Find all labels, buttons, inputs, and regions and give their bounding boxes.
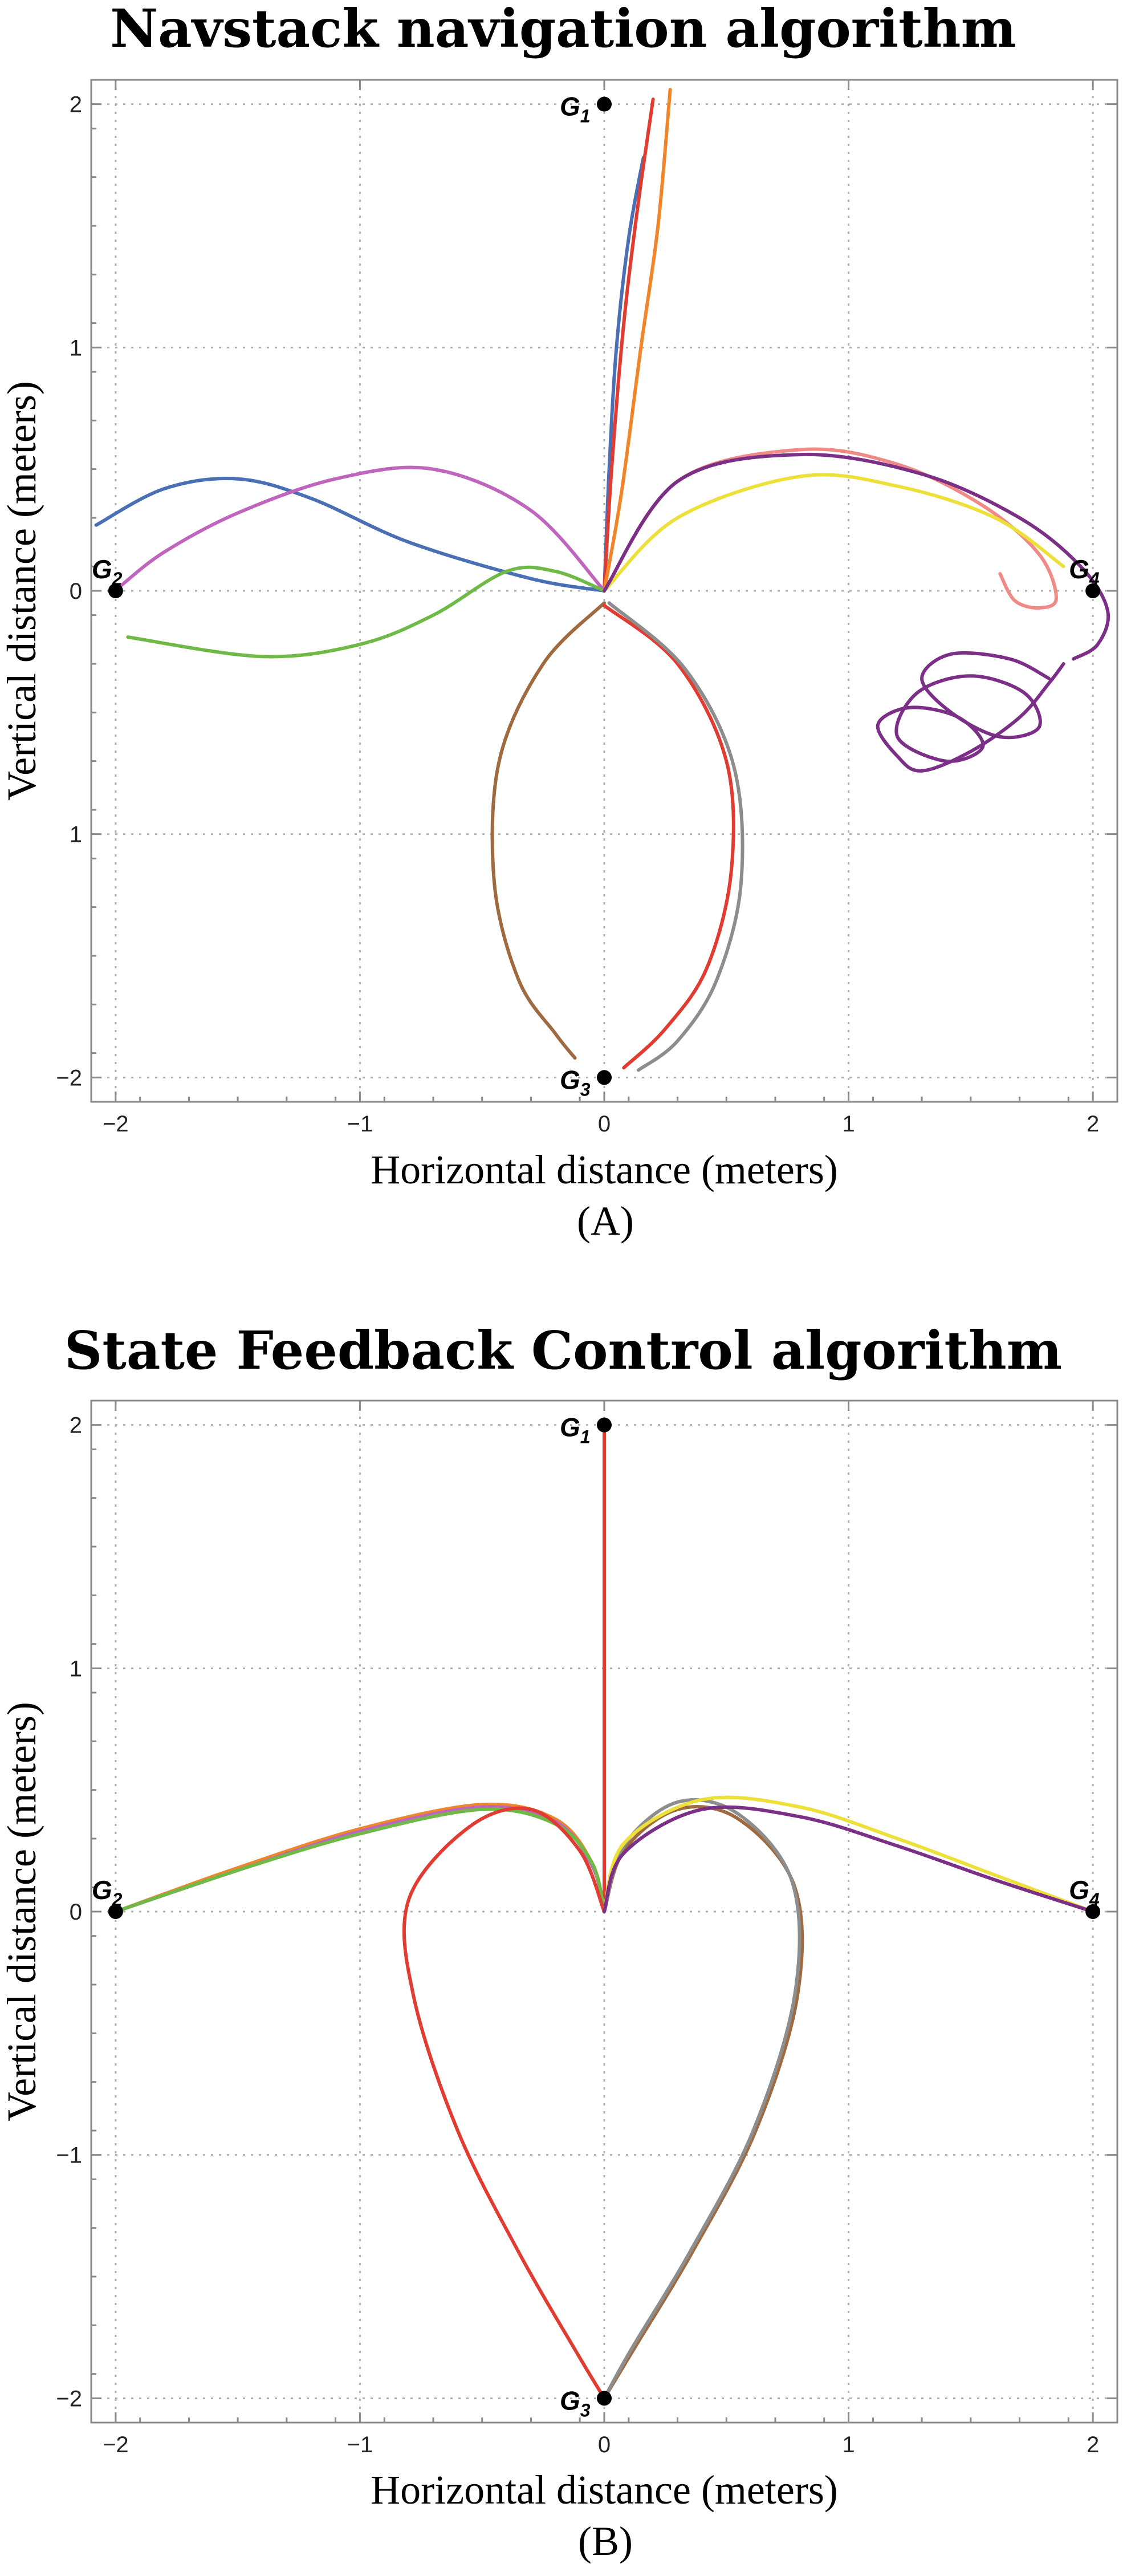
chart-a-series-orange-to-G1 — [603, 88, 672, 593]
chart-a-goal-subscript-G2: 2 — [112, 569, 123, 589]
chart-a-goal-label-G1: G1 — [560, 92, 591, 127]
chart-b-series-red-to-G3 — [402, 1806, 606, 2400]
chart-b-xtick-label: 2 — [1087, 2432, 1099, 2457]
panel-label-a: (A) — [577, 1198, 634, 1244]
chart-b-xlabel: Horizontal distance (meters) — [371, 2467, 838, 2513]
chart-b-goal-subscript-G1: 1 — [580, 1427, 591, 1447]
chart-a-goal-subscript-G4: 4 — [1089, 569, 1100, 589]
chart-b-xtick-label: −2 — [103, 2432, 129, 2457]
chart-b-series-gray-to-G3 — [603, 1798, 801, 2400]
chart-a-xtick-label: 1 — [842, 1111, 855, 1137]
chart-a-goal-marker-G1 — [597, 96, 612, 112]
chart-a-series-green-to-G2 — [126, 565, 606, 659]
chart-a-ytick-label: 2 — [70, 92, 82, 117]
chart-a-series-magenta-to-G2 — [119, 465, 606, 593]
chart-a-xlabel: Horizontal distance (meters) — [371, 1147, 838, 1192]
chart-a-series-gray-to-G3 — [607, 601, 744, 1072]
chart-a-goal-label-G4: G4 — [1069, 554, 1100, 589]
chart-b-goal-marker-G1 — [597, 1417, 612, 1433]
chart-b-goal-subscript-G4: 4 — [1089, 1889, 1100, 1910]
chart-a-series-red-to-G1 — [603, 98, 655, 593]
chart-a-ytick-label: −2 — [56, 1065, 82, 1090]
chart-b-series-brown-to-G3 — [603, 1805, 804, 2400]
chart-a-title: Navstack navigation algorithm — [110, 0, 1016, 59]
chart-a-goal-subscript-G1: 1 — [580, 106, 591, 127]
chart-a-xtick-label: −2 — [103, 1111, 129, 1137]
chart-a-series-blue-to-G2 — [94, 477, 606, 593]
chart-b-ytick-label: −1 — [56, 2143, 82, 2168]
chart-b-goal-label-G4: G4 — [1069, 1875, 1100, 1910]
chart-b-goal-marker-G3 — [597, 2391, 612, 2406]
chart-a-xtick-label: −1 — [347, 1111, 373, 1137]
chart-a: Navstack navigation algorithm −2 −1 0 1 2 −2 1… — [0, 0, 1118, 1244]
chart-b-goals: G1 G2 G3 G4 — [92, 1413, 1101, 2420]
chart-a-series-salmon-to-G4 — [603, 447, 1058, 610]
chart-a-goal-subscript-G3: 3 — [580, 1079, 591, 1100]
chart-b-goal-subscript-G3: 3 — [580, 2400, 591, 2420]
chart-b-xtick-label: 1 — [842, 2432, 855, 2457]
chart-b-goal-marker-G4 — [1085, 1904, 1101, 1919]
chart-b-series-purple-to-G4 — [603, 1805, 1095, 1913]
chart-b-title: State Feedback Control algorithm — [64, 1320, 1062, 1381]
chart-a-goal-label-G3: G3 — [560, 1065, 591, 1100]
chart-a-series-purple-loops-near-G4 — [876, 651, 1065, 773]
chart-b-series — [113, 1423, 1095, 2400]
panel-label-b: (B) — [578, 2518, 633, 2564]
chart-b-ytick-label: 0 — [70, 1900, 82, 1925]
chart-a-series-yellow-to-G4 — [603, 473, 1065, 593]
chart-a-ytick-label: 1 — [70, 335, 82, 360]
chart-b-ytick-label: 1 — [70, 1656, 82, 1681]
chart-a-ylabel: Vertical distance (meters) — [0, 381, 44, 801]
chart-a-series-purple-to-G4 — [603, 452, 1110, 661]
chart-b-goal-label-G1: G1 — [560, 1413, 591, 1447]
chart-b-series-green-to-G2 — [113, 1807, 606, 1913]
chart-a-goal-marker-G4 — [1085, 583, 1101, 598]
chart-b-xtick-label: 0 — [598, 2432, 611, 2457]
chart-b-series-yellow-to-G4 — [603, 1795, 1095, 1913]
chart-b-ytick-label: 2 — [70, 1413, 82, 1438]
chart-a-ytick-label: 0 — [70, 579, 82, 604]
chart-b: State Feedback Control algorithm −2 −1 0 1 2… — [0, 1320, 1118, 2564]
chart-b-ytick-label: −2 — [56, 2386, 82, 2411]
chart-a-goal-marker-G2 — [108, 583, 123, 598]
chart-b-xtick-label: −1 — [347, 2432, 373, 2457]
chart-a-goal-label-G2: G2 — [92, 554, 123, 589]
chart-a-series — [94, 88, 1110, 1072]
chart-b-goal-subscript-G2: 2 — [112, 1889, 123, 1910]
chart-b-goal-label-G2: G2 — [92, 1875, 123, 1910]
chart-a-ytick-label: 1 — [70, 822, 82, 847]
chart-a-ticks: −2 −1 0 1 2 −2 1 0 1 2 — [56, 79, 1118, 1137]
chart-b-ticks: −2 −1 0 1 2 −2 −1 0 1 2 — [56, 1399, 1118, 2457]
chart-a-goals: G1 G2 G3 G4 — [92, 92, 1101, 1100]
chart-b-goal-marker-G2 — [108, 1904, 123, 1919]
chart-a-xtick-label: 0 — [598, 1111, 611, 1137]
chart-a-goal-marker-G3 — [597, 1070, 612, 1085]
chart-a-series-brown-to-G3 — [490, 601, 606, 1060]
chart-a-series-red-to-G3 — [603, 603, 735, 1070]
chart-a-xtick-label: 2 — [1087, 1111, 1099, 1137]
chart-b-ylabel: Vertical distance (meters) — [0, 1702, 44, 2121]
chart-b-goal-label-G3: G3 — [560, 2386, 591, 2420]
